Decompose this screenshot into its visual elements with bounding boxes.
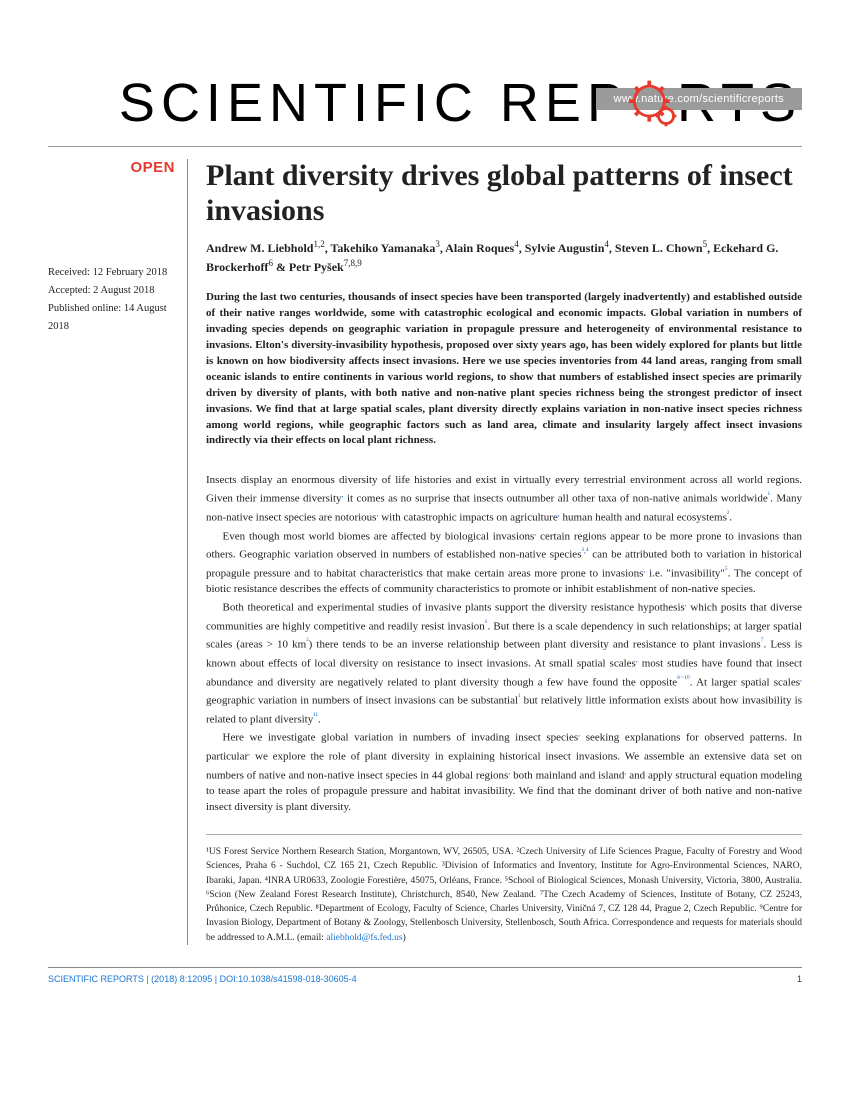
intro-p2: Even though most world biomes are affect…	[206, 527, 802, 599]
logo-text-pre: SCIENTIFIC REP	[119, 72, 629, 134]
open-access-badge: OPEN	[48, 159, 175, 176]
published-date: Published online: 14 August 2018	[48, 300, 175, 336]
author-list: Andrew M. Liebhold1,2, Takehiko Yamanaka…	[206, 238, 802, 276]
intro-p3: Both theoretical and experimental studie…	[206, 598, 802, 728]
affil-close: )	[403, 933, 406, 943]
publication-dates: Received: 12 February 2018 Accepted: 2 A…	[48, 264, 175, 335]
gear-icon	[625, 75, 681, 131]
body-text: Insects display an enormous diversity of…	[206, 473, 802, 816]
footer-citation: SCIENTIFIC REPORTS | (2018) 8:12095 | DO…	[48, 974, 357, 984]
top-divider	[48, 146, 802, 147]
article-title: Plant diversity drives global patterns o…	[206, 159, 802, 228]
affiliations-text: ¹US Forest Service Northern Research Sta…	[206, 847, 802, 943]
intro-p4: Here we investigate global variation in …	[206, 728, 802, 816]
received-date: Received: 12 February 2018	[48, 264, 175, 282]
abstract: During the last two centuries, thousands…	[206, 290, 802, 449]
affiliations: ¹US Forest Service Northern Research Sta…	[206, 834, 802, 945]
page-number: 1	[797, 974, 802, 984]
intro-p1: Insects display an enormous diversity of…	[206, 473, 802, 526]
accepted-date: Accepted: 2 August 2018	[48, 282, 175, 300]
page-footer: SCIENTIFIC REPORTS | (2018) 8:12095 | DO…	[48, 967, 802, 984]
corresponding-email[interactable]: aliebhold@fs.fed.us	[326, 933, 402, 943]
